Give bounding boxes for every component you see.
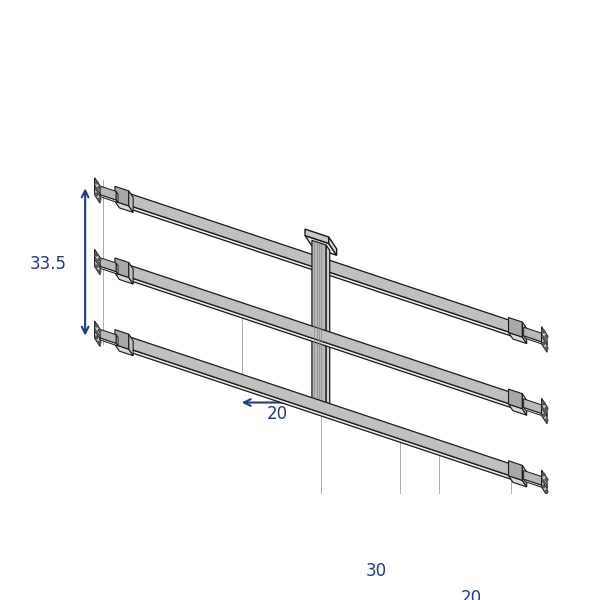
Text: 20: 20 [460,589,482,600]
Polygon shape [97,328,116,343]
Polygon shape [130,337,509,475]
Text: 30: 30 [365,562,386,580]
Polygon shape [97,337,118,346]
Polygon shape [544,334,545,345]
Polygon shape [115,344,133,356]
Polygon shape [97,265,118,274]
Polygon shape [326,245,330,413]
Polygon shape [97,193,118,203]
Polygon shape [509,320,512,337]
Polygon shape [116,191,118,203]
Polygon shape [524,399,544,414]
Polygon shape [542,398,547,424]
Polygon shape [95,328,100,339]
Polygon shape [129,263,133,284]
Polygon shape [115,186,129,206]
Polygon shape [130,277,512,408]
Polygon shape [329,237,337,255]
Polygon shape [305,236,337,255]
Polygon shape [130,206,512,337]
Text: 33.5: 33.5 [30,255,67,273]
Polygon shape [509,389,523,409]
Polygon shape [509,461,523,481]
Polygon shape [116,263,118,274]
Polygon shape [95,257,100,268]
Polygon shape [509,476,527,487]
Polygon shape [130,349,512,479]
Polygon shape [524,470,544,485]
Polygon shape [509,463,512,479]
Polygon shape [115,258,129,278]
Polygon shape [95,185,100,196]
Polygon shape [95,321,100,346]
Polygon shape [312,403,330,413]
Polygon shape [129,334,133,356]
Polygon shape [115,273,133,284]
Polygon shape [524,407,545,417]
Polygon shape [95,178,100,203]
Polygon shape [542,327,547,352]
Polygon shape [509,404,527,415]
Polygon shape [544,477,545,488]
Polygon shape [524,327,544,343]
Text: 20: 20 [266,405,288,423]
Polygon shape [542,470,547,496]
Polygon shape [130,265,509,404]
Polygon shape [523,466,527,487]
Polygon shape [305,229,329,244]
Polygon shape [130,194,509,332]
Polygon shape [129,191,133,212]
Polygon shape [95,250,100,275]
Polygon shape [542,478,547,488]
Polygon shape [542,334,547,345]
Polygon shape [523,322,527,344]
Polygon shape [544,406,545,417]
Polygon shape [524,479,545,488]
Polygon shape [524,336,545,345]
Polygon shape [542,406,547,416]
Polygon shape [97,256,116,272]
Polygon shape [116,335,118,346]
Polygon shape [509,317,523,337]
Polygon shape [115,329,129,349]
Polygon shape [523,394,527,415]
Polygon shape [97,185,116,200]
Polygon shape [312,241,326,408]
Polygon shape [115,201,133,212]
Polygon shape [509,392,512,408]
Polygon shape [509,332,527,344]
